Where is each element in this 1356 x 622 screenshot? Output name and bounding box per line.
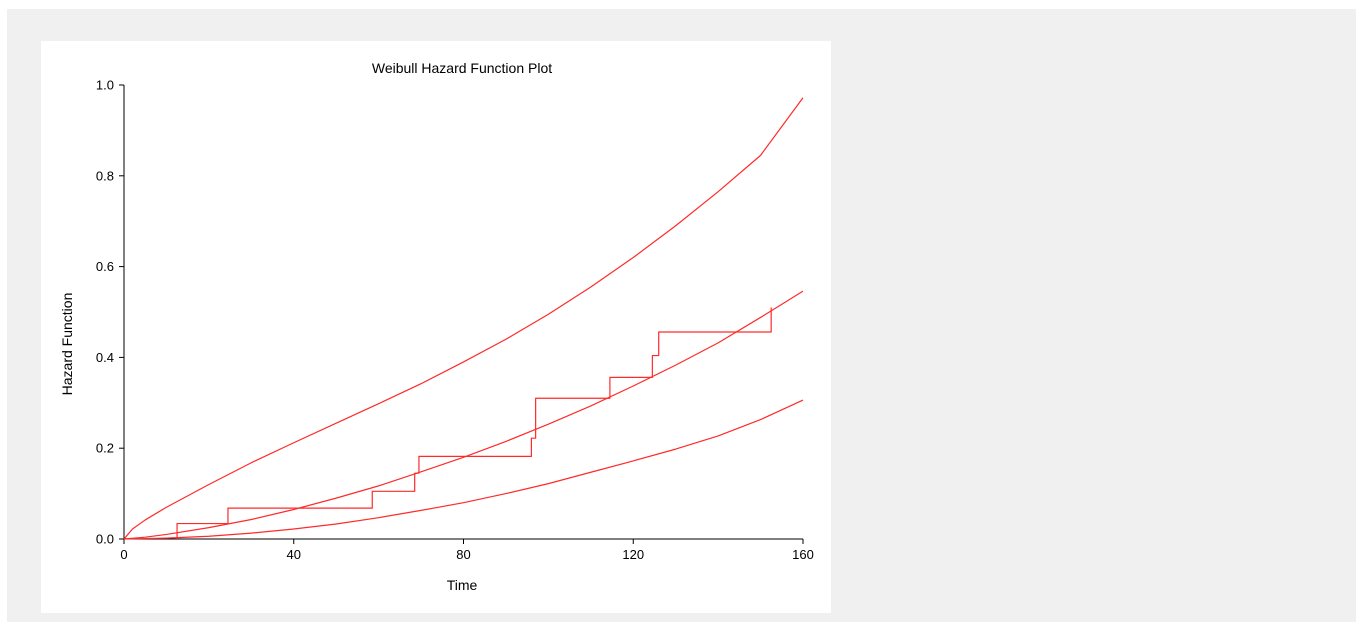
y-tick-label: 0.8 bbox=[96, 168, 114, 183]
y-tick-label: 0.6 bbox=[96, 259, 114, 274]
axes-group: 0 40 80 120 160 0.0 0.2 0.4 0.6 0.8 1.0 bbox=[96, 78, 814, 563]
x-tick-label: 40 bbox=[287, 547, 301, 562]
hazard-curve-2 bbox=[123, 290, 804, 540]
x-tick-label: 160 bbox=[792, 547, 814, 562]
empirical-hazard-step-line bbox=[176, 307, 772, 539]
x-tick-label: 80 bbox=[456, 547, 470, 562]
x-tick-label: 120 bbox=[622, 547, 644, 562]
x-axis-title: Time bbox=[447, 577, 478, 593]
chart-panel: Weibull Hazard Function Plot Time Hazard… bbox=[41, 41, 831, 613]
hazard-curve-1 bbox=[123, 97, 804, 540]
y-tick-label: 1.0 bbox=[96, 78, 114, 93]
hazard-chart: Weibull Hazard Function Plot Time Hazard… bbox=[59, 60, 814, 593]
plot-area bbox=[123, 97, 804, 540]
hazard-curve-3 bbox=[123, 399, 804, 540]
x-tick-label: 0 bbox=[120, 547, 127, 562]
y-axis-title: Hazard Function bbox=[59, 293, 75, 396]
y-tick-label: 0.0 bbox=[96, 532, 114, 547]
chart-title: Weibull Hazard Function Plot bbox=[372, 60, 552, 76]
y-tick-label: 0.4 bbox=[96, 350, 114, 365]
y-tick-label: 0.2 bbox=[96, 441, 114, 456]
plot-window-background: Weibull Hazard Function Plot Time Hazard… bbox=[7, 9, 1356, 622]
